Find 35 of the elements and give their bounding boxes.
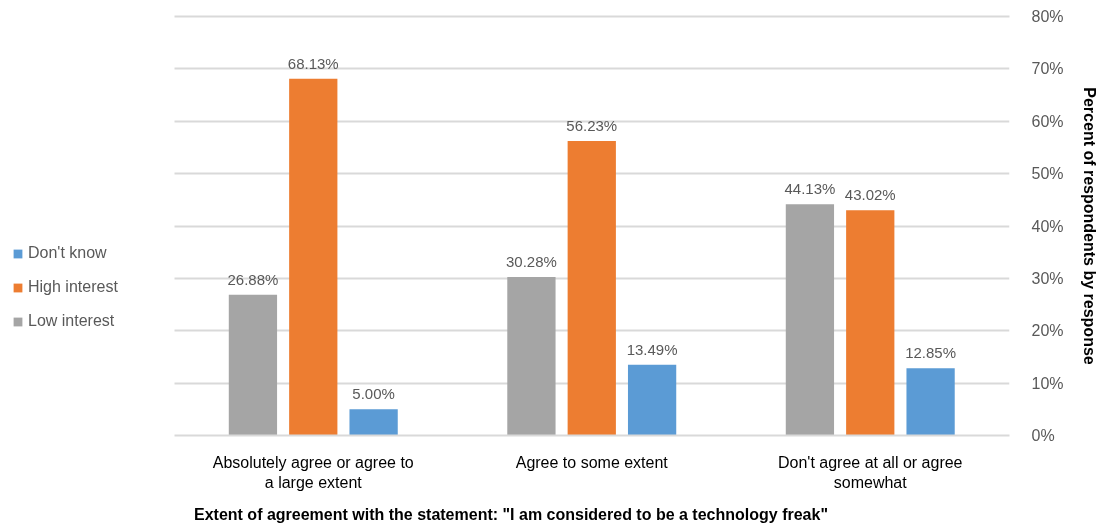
data-label: 30.28% (505, 252, 557, 270)
y-tick-label: 50% (1031, 165, 1064, 183)
y-tick-label: 10% (1031, 374, 1064, 392)
bar (349, 409, 398, 436)
y-tick-label: 70% (1031, 60, 1064, 78)
bar (627, 364, 677, 436)
legend-label: Low interest (28, 312, 115, 330)
data-label: 43.02% (844, 186, 896, 204)
x-tick-label: Don't agree at all or agree somewhat (778, 453, 963, 491)
data-label: 44.13% (784, 180, 836, 198)
bar (507, 276, 556, 436)
y-tick-label: 20% (1031, 322, 1064, 340)
bar (846, 210, 895, 436)
y-tick-label: 80% (1031, 8, 1064, 25)
bar (567, 141, 616, 436)
bar (228, 294, 278, 436)
data-label: 26.88% (227, 270, 279, 288)
data-label: 12.85% (905, 344, 957, 362)
y-tick-label: 60% (1031, 112, 1064, 130)
legend-label: Don't know (28, 244, 107, 262)
x-tick-label: Agree to some extent (515, 453, 669, 471)
bar (785, 204, 835, 436)
y-tick-label: 30% (1031, 269, 1064, 287)
data-label: 13.49% (626, 340, 678, 358)
y-tick-label: 40% (1031, 217, 1064, 235)
legend-label: High interest (28, 278, 118, 296)
y-axis-title: Percent of respondents by response (1080, 87, 1098, 365)
bar (289, 78, 338, 436)
y-tick-label: 0% (1031, 427, 1055, 444)
bar (906, 368, 955, 436)
data-label: 5.00% (352, 385, 395, 403)
data-label: 68.13% (287, 54, 339, 72)
x-tick-label: Absolutely agree or agree to a large extent (212, 453, 414, 491)
x-axis-title: Extent of agreement with the statement: "I am considered to be a technology freak" (194, 505, 828, 523)
data-label: 56.23% (566, 117, 618, 134)
